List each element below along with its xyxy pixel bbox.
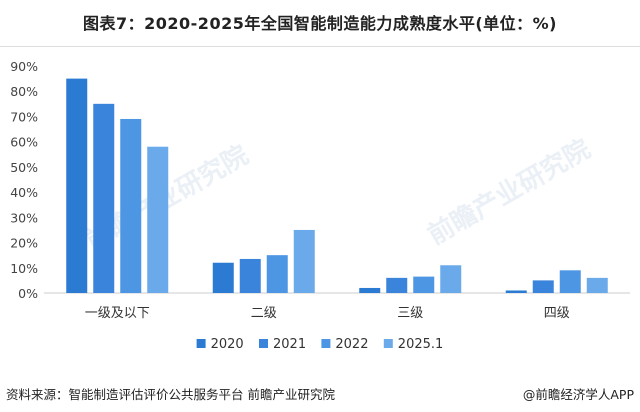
bar (440, 265, 462, 293)
bar (532, 280, 554, 293)
bar (505, 290, 527, 293)
y-tick-label: 30% (10, 210, 38, 225)
legend-swatch (321, 339, 331, 348)
bar (293, 229, 315, 293)
x-tick-label: 二级 (251, 306, 277, 321)
x-tick-label: 四级 (544, 306, 570, 321)
legend-label: 2021 (273, 337, 306, 352)
y-tick-label: 20% (10, 236, 38, 251)
y-tick-label: 0% (18, 286, 38, 301)
bar (120, 118, 142, 293)
bar (386, 277, 408, 293)
credit-label: @前瞻经济学人APP (522, 387, 634, 402)
y-tick-label: 80% (10, 84, 38, 99)
title-bar: 图表7：2020-2025年全国智能制造能力成熟度水平(单位：%) (0, 0, 640, 46)
bar (212, 262, 234, 293)
y-tick-label: 90% (10, 59, 38, 74)
bar (66, 78, 88, 293)
y-tick-label: 60% (10, 135, 38, 150)
y-tick-label: 40% (10, 185, 38, 200)
bar (266, 255, 288, 293)
legend-label: 2020 (211, 337, 244, 352)
bar (239, 258, 261, 293)
x-tick-label: 一级及以下 (85, 306, 150, 321)
chart-title: 图表7：2020-2025年全国智能制造能力成熟度水平(单位：%) (83, 14, 557, 33)
bar (559, 270, 581, 293)
bar (93, 103, 115, 293)
bar (147, 146, 169, 293)
x-tick-label: 三级 (397, 306, 423, 321)
bar-chart: 0% 10% 20% 30% 40% 50% 60% 70% 80% 90% 一级及以下 二级 三级 四级… (10, 59, 630, 352)
legend-swatch (259, 339, 268, 348)
legend-swatch (383, 339, 393, 348)
y-tick-label: 50% (10, 160, 38, 175)
legend-label: 2025.1 (398, 337, 444, 352)
source-note: 资料来源：智能制造评估评价公共服务平台 前瞻产业研究院 (6, 387, 335, 402)
y-tick-label: 10% (10, 261, 38, 276)
bar (359, 287, 381, 293)
bar (413, 276, 435, 293)
legend-label: 2022 (335, 337, 368, 352)
y-tick-label: 70% (10, 109, 38, 124)
legend-swatch (196, 339, 206, 348)
bar (586, 277, 608, 293)
title-divider (0, 46, 640, 47)
